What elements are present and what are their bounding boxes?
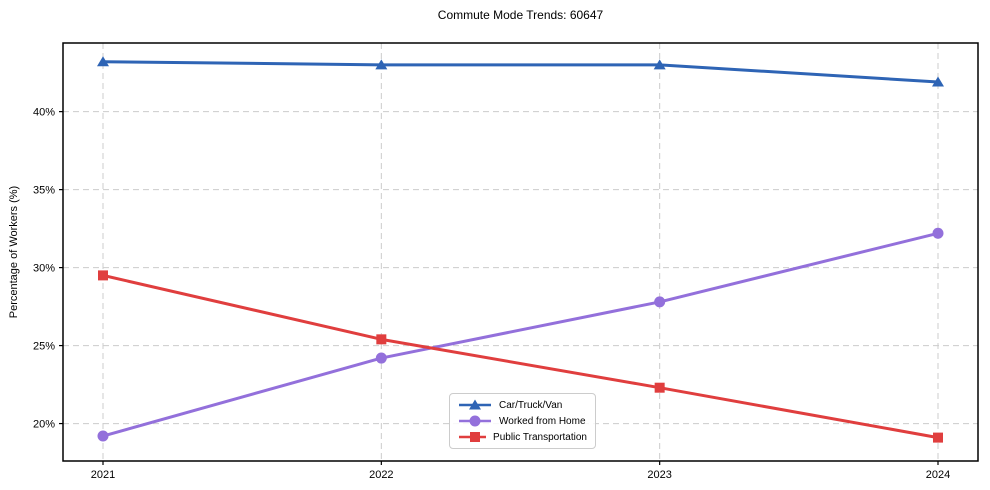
series-worked-from-home xyxy=(97,227,944,442)
legend-swatch-square-icon xyxy=(459,432,487,442)
series-line-worked-from-home xyxy=(101,231,940,438)
series-marker-public-transportation xyxy=(98,270,108,281)
series-marker-worked-from-home xyxy=(97,430,109,442)
y-tick-label: 25% xyxy=(33,341,55,353)
series-marker-car-truck-van xyxy=(653,59,666,70)
series-marker-worked-from-home xyxy=(375,352,387,364)
legend-label: Public Transportation xyxy=(493,431,587,443)
legend-marker xyxy=(469,399,481,410)
series-line-car-truck-van xyxy=(101,60,940,84)
series-marker-worked-from-home xyxy=(932,227,944,239)
series-car-truck-van xyxy=(97,56,944,87)
x-tick-label: 2022 xyxy=(369,469,393,481)
x-tick-label: 2024 xyxy=(926,469,950,481)
x-tick-label: 2021 xyxy=(91,469,115,481)
legend-label: Worked from Home xyxy=(499,415,586,427)
legend: Car/Truck/Van Worked from Home Public Tran… xyxy=(449,393,596,449)
y-tick-label: 35% xyxy=(33,185,55,197)
legend-entry-worked-from-home: Worked from Home xyxy=(458,415,587,427)
series-marker-public-transportation xyxy=(376,334,387,345)
legend-swatch-triangle-icon xyxy=(459,399,491,410)
series-marker-car-truck-van xyxy=(375,59,388,70)
chart-title: Commute Mode Trends: 60647 xyxy=(437,8,604,22)
x-tick-label: 2023 xyxy=(647,469,671,481)
plot-border xyxy=(62,42,979,462)
legend-swatch-circle-icon xyxy=(459,415,491,427)
y-axis-label: Percentage of Workers (%) xyxy=(8,185,20,319)
series-marker-car-truck-van xyxy=(932,76,944,87)
y-tick-label: 20% xyxy=(33,419,55,431)
series-marker-worked-from-home xyxy=(654,296,666,308)
y-tick-label: 30% xyxy=(33,263,55,275)
series-public-transportation xyxy=(98,270,943,443)
series-marker-public-transportation xyxy=(933,432,943,443)
legend-marker xyxy=(470,432,480,442)
series-line-public-transportation xyxy=(101,273,940,440)
y-tick-label: 40% xyxy=(33,107,55,119)
legend-entry-public-transportation: Public Transportation xyxy=(458,431,587,443)
legend-marker xyxy=(469,415,481,427)
legend-label: Car/Truck/Van xyxy=(499,399,563,411)
series-marker-public-transportation xyxy=(654,382,665,393)
legend-entry-car-truck-van: Car/Truck/Van xyxy=(458,399,587,411)
series-marker-car-truck-van xyxy=(97,56,109,67)
